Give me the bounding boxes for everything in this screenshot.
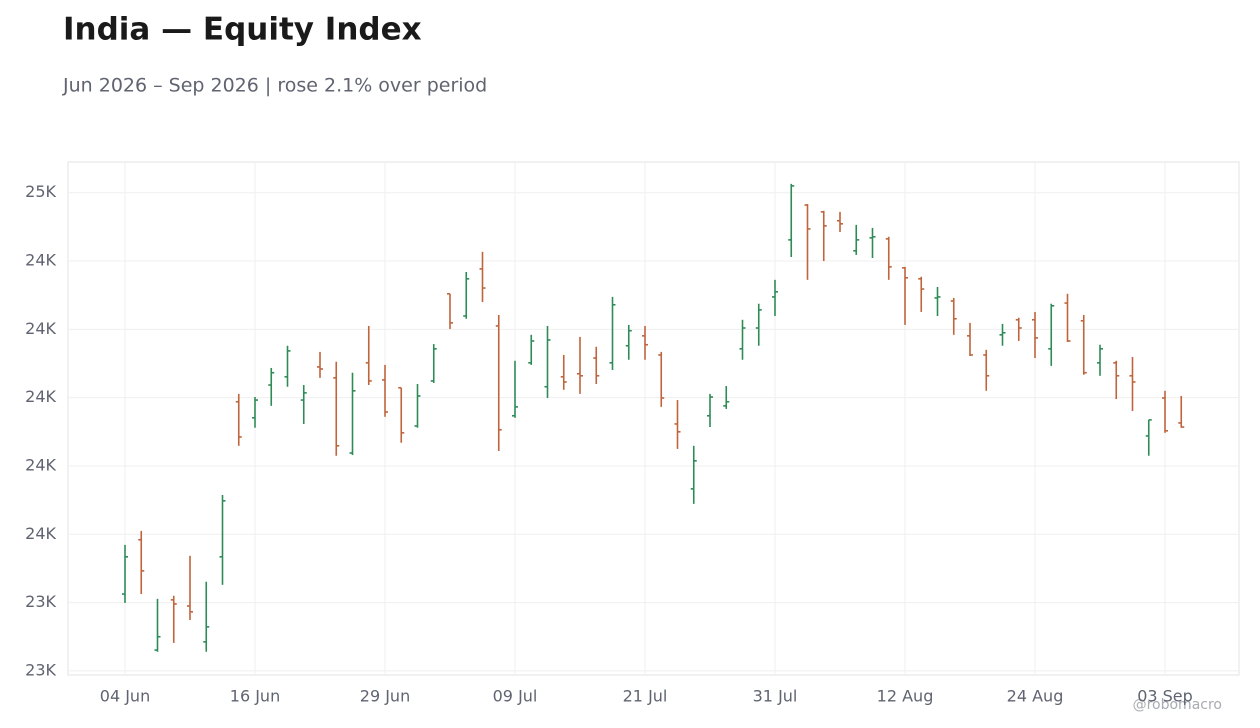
x-tick-label: 03 Sep — [1137, 687, 1193, 706]
y-tick-label: 24K — [25, 524, 56, 543]
y-tick-label: 24K — [25, 387, 56, 406]
x-tick-label: 21 Jul — [623, 687, 668, 706]
x-tick-label: 04 Jun — [100, 687, 150, 706]
y-tick-label: 24K — [25, 455, 56, 474]
chart-title: India — Equity Index — [63, 12, 422, 48]
y-tick-label: 24K — [25, 251, 56, 270]
x-tick-label: 31 Jul — [753, 687, 798, 706]
x-tick-label: 24 Aug — [1007, 687, 1064, 706]
y-tick-label: 24K — [25, 319, 56, 338]
watermark: @robomacro — [1133, 697, 1222, 713]
y-tick-label: 23K — [25, 592, 56, 611]
plot-frame — [67, 161, 1240, 676]
x-tick-label: 12 Aug — [877, 687, 934, 706]
x-tick-label: 29 Jun — [360, 687, 410, 706]
x-tick-label: 09 Jul — [493, 687, 538, 706]
y-tick-label: 23K — [25, 660, 56, 679]
y-tick-label: 25K — [25, 182, 56, 201]
chart-subtitle: Jun 2026 – Sep 2026 | rose 2.1% over per… — [62, 75, 487, 97]
x-tick-label: 16 Jun — [230, 687, 280, 706]
